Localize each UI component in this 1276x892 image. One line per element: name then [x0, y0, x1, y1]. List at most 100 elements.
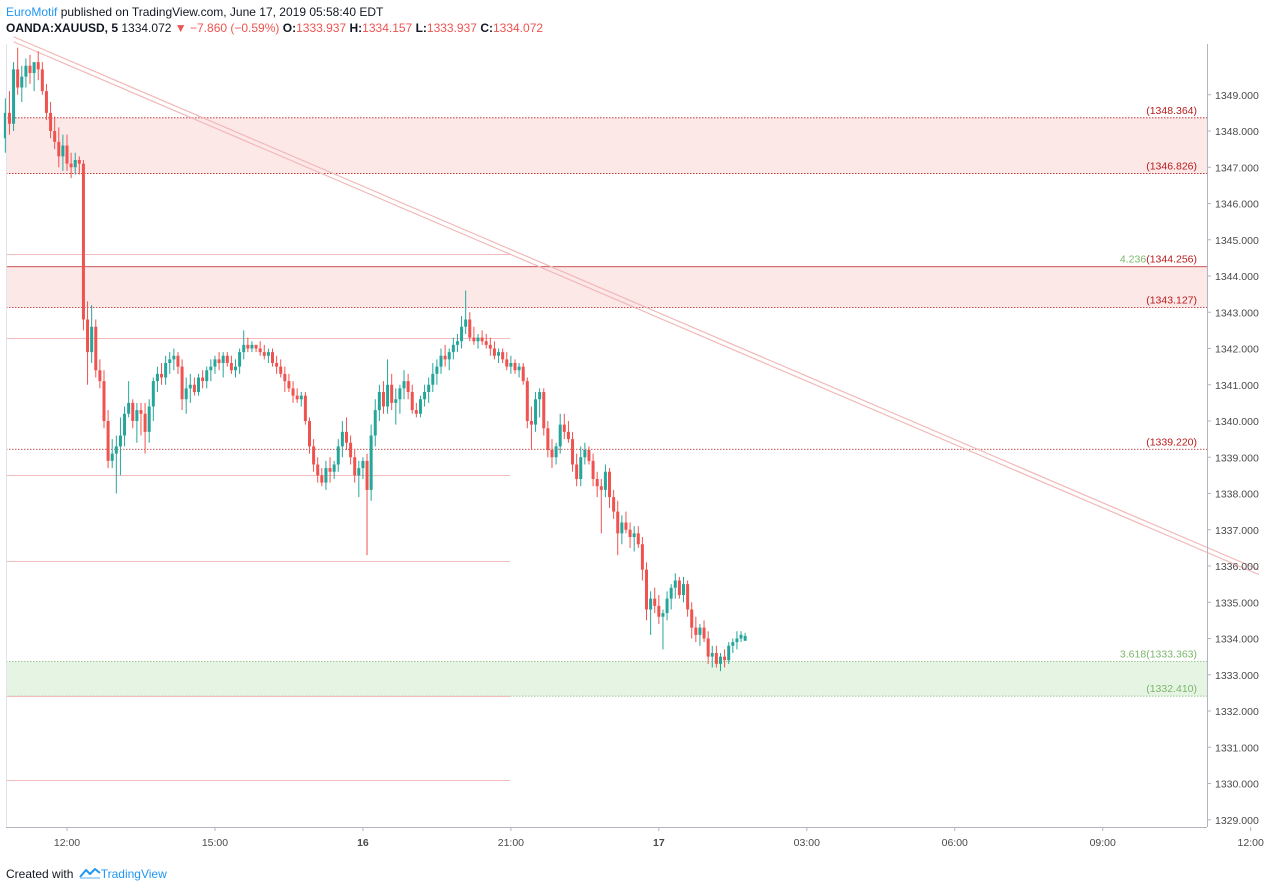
candle-body [205, 370, 209, 382]
price-tick-label-11: 1338.000 [1215, 489, 1259, 501]
candle-body [677, 580, 681, 595]
candle-body [710, 653, 714, 657]
candle-body [180, 366, 184, 400]
candle-body [242, 344, 246, 353]
candle [435, 359, 439, 385]
candle-body [488, 344, 492, 349]
candle [28, 54, 32, 84]
candle [534, 392, 538, 432]
price-tick-label-6: 1343.000 [1215, 307, 1259, 319]
candle-body [575, 464, 579, 479]
price-axis[interactable]: 1349.000 1348.000 1347.000 1346.000 1345.000… [1207, 90, 1259, 827]
candle [135, 402, 139, 443]
candle-body [497, 352, 501, 356]
candle-body [324, 468, 328, 483]
candle-body [460, 326, 464, 342]
candle-body [316, 464, 320, 476]
candle [669, 584, 673, 610]
candle-body [386, 384, 390, 407]
candle [271, 348, 274, 367]
candle [225, 352, 229, 367]
candle [529, 406, 533, 450]
candle-body [718, 656, 722, 664]
candle-body [86, 319, 90, 353]
candle [517, 363, 521, 378]
candle [673, 573, 677, 599]
low-label: L: [415, 21, 427, 35]
candle-body [312, 446, 316, 465]
price-tick-label-18: 1331.000 [1215, 742, 1259, 754]
candle-body [591, 460, 595, 479]
candle [324, 460, 328, 490]
candle [266, 348, 270, 363]
candle [151, 377, 155, 421]
candle [295, 388, 299, 403]
candle-body [640, 544, 644, 570]
candle-body [295, 395, 299, 400]
candle [583, 442, 587, 465]
candle [184, 377, 188, 414]
candle-body [172, 355, 176, 360]
candle-body [197, 377, 201, 392]
candle-body [53, 131, 57, 142]
price-tick-label-5: 1344.000 [1215, 271, 1259, 283]
candle [12, 62, 16, 131]
price-change: −7.860 (−0.59%) [190, 21, 280, 35]
time-axis[interactable]: 12:00 15:00 16 21:00 17 03:00 06:00 09:00 12:00 [54, 827, 1264, 849]
candle [410, 384, 414, 414]
tradingview-link[interactable]: TradingView [100, 867, 167, 881]
candle [369, 424, 373, 501]
candle-body [188, 384, 192, 389]
candle-body [562, 424, 566, 432]
candle-body [114, 446, 118, 454]
candle-body [287, 381, 291, 389]
candle-body [653, 598, 657, 606]
candle [476, 334, 480, 349]
candle [287, 373, 291, 392]
candle [616, 500, 620, 556]
candle-body [427, 384, 431, 392]
candle-body [213, 359, 217, 367]
time-tick-label-0: 12:00 [54, 837, 80, 849]
candle [735, 631, 739, 650]
candle [307, 417, 311, 454]
candle-body [217, 359, 221, 363]
candle [332, 460, 336, 479]
candle [373, 399, 377, 447]
trendline-upper [13, 36, 1260, 571]
author-link[interactable]: EuroMotif [6, 5, 58, 19]
symbol-label[interactable]: OANDA:XAUUSD, 5 [6, 21, 119, 35]
tradingview-logo-icon[interactable] [78, 867, 101, 879]
candle [423, 384, 427, 407]
candle-body [102, 381, 106, 421]
candle [20, 65, 24, 102]
candle [603, 464, 607, 498]
candle-body [414, 410, 418, 414]
candle [451, 337, 455, 360]
candle [497, 348, 501, 363]
candle [480, 330, 484, 345]
candle [398, 384, 402, 414]
candle-body [402, 381, 406, 389]
candle [106, 410, 110, 469]
candle [702, 620, 706, 643]
candle-body [525, 381, 529, 421]
candle-body [266, 352, 270, 356]
candle-body [139, 410, 143, 414]
candle-body [24, 65, 28, 77]
candle-body [164, 363, 168, 378]
candle [188, 373, 192, 403]
zones-layer [6, 117, 1207, 697]
candle [718, 653, 722, 672]
candle-body [394, 399, 398, 403]
candle-body [135, 410, 139, 421]
candle-body [94, 326, 98, 371]
candle [636, 526, 640, 548]
time-tick-label-8: 12:00 [1238, 837, 1264, 849]
candle-body [735, 638, 739, 643]
candle-body [377, 392, 381, 411]
candle-body [418, 399, 422, 414]
zone-resistance-0 [6, 117, 1207, 174]
candle-body [558, 424, 562, 447]
